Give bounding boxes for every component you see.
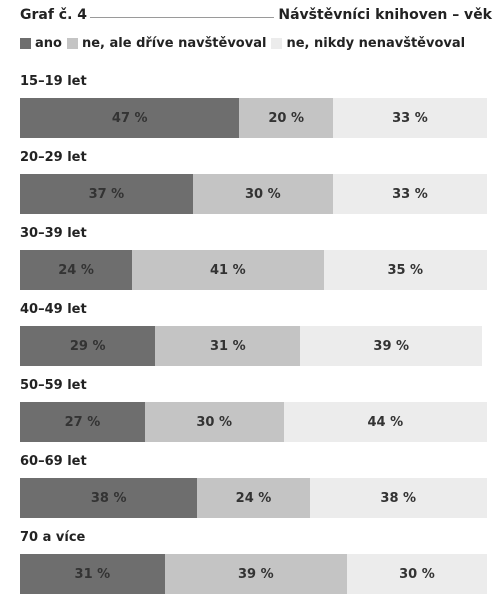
stacked-bar: 47 % 20 % 33 % [20,98,487,138]
graf-number-label: Graf č. 4 [20,7,88,23]
age-group-label: 30–39 let [20,226,87,241]
chart-header: Graf č. 4 Návštěvníci knihoven – věk [20,4,492,26]
bar-segment: 30 % [346,554,487,594]
bar-segment: 39 % [164,554,347,594]
data-label: 29 % [69,338,106,354]
data-label: 30 % [196,414,233,430]
age-group-label: 50–59 let [20,378,87,393]
data-label: 30 % [399,566,435,582]
bar-segment: 47 % [20,98,240,138]
legend-swatch [271,37,283,49]
chart-title: Návštěvníci knihoven – věk [278,7,492,23]
bar-segment: 29 % [20,326,156,366]
stacked-bar: 38 % 24 % 38 % [20,478,487,518]
legend-swatch [20,37,31,49]
bar-segment: 39 % [300,326,483,366]
stacked-bar: 31 % 39 % 30 % [20,554,487,594]
legend-swatch [66,37,78,49]
data-label: 31 % [209,338,246,354]
data-label: 44 % [367,414,404,430]
legend-label: ano [35,35,62,51]
data-label: 38 % [380,490,417,506]
data-label: 27 % [64,414,101,430]
bar-segment: 33 % [332,98,487,138]
bar-segment: 27 % [20,402,145,442]
age-group-label: 60–69 let [20,454,87,469]
data-label: 24 % [235,490,272,506]
bar-segment: 44 % [283,402,488,442]
chart-legend: ano ne, ale dříve navštěvoval ne, nikdy ne… [20,34,496,52]
data-label: 30 % [245,186,281,202]
bar-segment: 33 % [332,174,487,214]
data-label: 39 % [238,566,274,582]
bar-segment: 24 % [20,250,133,290]
age-group-label: 40–49 let [20,302,87,317]
bar-segment: 30 % [144,402,284,442]
header-divider-line [90,17,274,18]
age-group-label: 70 a více [20,530,86,545]
bar-segment: 37 % [20,174,193,214]
data-label: 31 % [74,566,111,582]
bar-segment: 35 % [323,250,487,290]
age-group-label: 15–19 let [20,74,87,89]
data-label: 38 % [90,490,127,506]
bar-segment: 20 % [239,98,333,138]
bar-segment: 41 % [132,250,324,290]
data-label: 35 % [387,262,424,278]
legend-label: ne, ale dříve navštěvoval [81,35,267,51]
bar-segment: 31 % [20,554,165,594]
data-label: 39 % [373,338,410,354]
bar-segment: 30 % [192,174,333,214]
bar-segment: 38 % [309,478,487,518]
age-group-label: 20–29 let [20,150,87,165]
data-label: 24 % [58,262,94,278]
legend-item: ne, ale dříve navštěvoval [66,35,267,51]
data-label: 47 % [111,110,148,126]
data-label: 33 % [392,110,428,126]
stacked-bar: 37 % 30 % 33 % [20,174,487,214]
bar-segment: 31 % [155,326,301,366]
legend-label: ne, nikdy nenavštěvoval [286,35,466,51]
data-label: 41 % [209,262,246,278]
stacked-bar: 27 % 30 % 44 % [20,402,488,442]
bar-segment: 38 % [20,478,198,518]
data-label: 37 % [88,186,125,202]
bar-segment: 24 % [197,478,310,518]
legend-item: ne, nikdy nenavštěvoval [271,36,465,51]
data-label: 20 % [268,110,304,126]
stacked-bar: 29 % 31 % 39 % [20,326,487,366]
data-label: 33 % [392,186,428,202]
stacked-bar: 24 % 41 % 35 % [20,250,487,290]
legend-item: ano [20,36,62,51]
